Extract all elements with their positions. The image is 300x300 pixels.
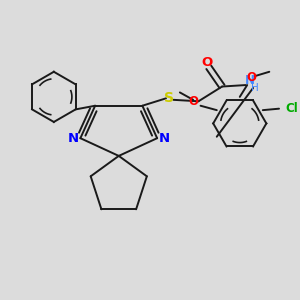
Text: O: O: [202, 56, 213, 69]
Text: N: N: [245, 74, 255, 87]
Text: O: O: [247, 71, 256, 84]
Text: S: S: [164, 91, 174, 105]
Text: O: O: [188, 95, 198, 108]
Text: Cl: Cl: [285, 102, 298, 115]
Text: H: H: [251, 83, 258, 93]
Text: N: N: [68, 132, 79, 145]
Text: N: N: [159, 132, 170, 145]
